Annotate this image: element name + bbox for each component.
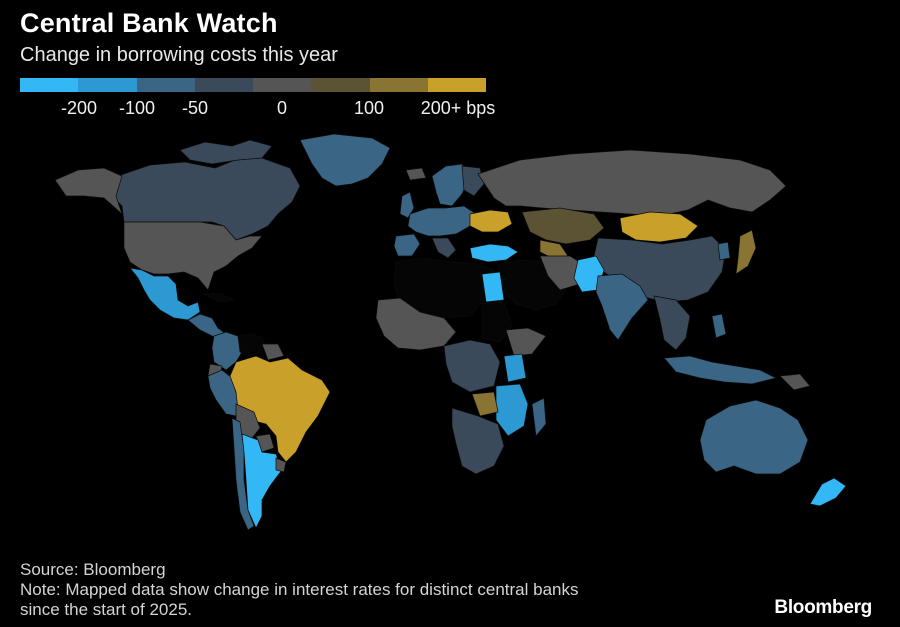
country-zambia xyxy=(471,391,499,417)
country-iberia xyxy=(393,233,421,257)
country-mongolia xyxy=(619,211,699,243)
legend-label-100: 100 xyxy=(353,98,385,118)
color-legend xyxy=(20,78,486,92)
legend-swatch-7 xyxy=(427,78,486,92)
methodology-note-line-1: Note: Mapped data show change in interes… xyxy=(20,580,579,599)
country-kenya xyxy=(503,353,527,383)
country-korea xyxy=(717,241,731,261)
country-papua xyxy=(779,373,811,391)
legend-label-200-plus-bps: 200+ bps xyxy=(420,98,496,118)
methodology-note-line-2: since the start of 2025. xyxy=(20,600,192,619)
country-central-africa xyxy=(443,339,501,393)
country-italy-balkans xyxy=(431,237,457,259)
country-southeast-asia xyxy=(653,295,691,351)
country-uruguay xyxy=(275,457,287,473)
country-argentina xyxy=(241,433,283,529)
country-mexico xyxy=(129,267,201,321)
country-philippines xyxy=(711,313,727,339)
legend-swatch-3 xyxy=(194,78,253,92)
country-ukraine xyxy=(469,209,513,233)
legend-swatch-2 xyxy=(136,78,195,92)
country-iceland xyxy=(405,167,427,181)
country-alaska-usa xyxy=(54,167,123,216)
legend-swatch-0 xyxy=(20,78,79,92)
chart-title: Central Bank Watch xyxy=(20,8,278,38)
legend-swatch-5 xyxy=(311,78,370,92)
country-cuba xyxy=(203,293,236,303)
country-indonesia xyxy=(663,355,778,385)
country-ethiopia-somalia xyxy=(505,327,547,357)
country-canada-arctic xyxy=(179,139,273,165)
country-guyana-suriname xyxy=(261,343,285,361)
country-venezuela xyxy=(237,333,265,357)
country-southern-africa xyxy=(451,407,505,475)
country-australia xyxy=(699,399,809,475)
country-greenland xyxy=(299,133,391,187)
legend-label-minus-100: -100 xyxy=(118,98,156,118)
world-map xyxy=(54,133,847,531)
legend-label-minus-200: -200 xyxy=(60,98,98,118)
source-note: Source: Bloomberg xyxy=(20,560,166,579)
country-kazakhstan xyxy=(521,207,605,245)
country-turkey xyxy=(469,243,519,263)
legend-label-minus-50: -50 xyxy=(181,98,209,118)
footer-notes: Source: Bloomberg Note: Mapped data show… xyxy=(20,560,578,620)
country-tanzania-mozambique xyxy=(495,383,529,437)
legend-swatch-4 xyxy=(253,78,312,92)
chart-subtitle: Change in borrowing costs this year xyxy=(20,44,338,66)
bloomberg-logo: Bloomberg xyxy=(774,597,872,618)
country-sudan xyxy=(481,301,513,343)
country-egypt xyxy=(481,271,505,303)
country-india xyxy=(595,273,649,341)
legend-labels: -200 -100 -50 0 100 200+ bps xyxy=(0,98,900,122)
legend-swatch-1 xyxy=(78,78,137,92)
country-japan xyxy=(735,229,757,275)
country-finland xyxy=(461,165,485,197)
country-russia xyxy=(477,149,787,217)
country-madagascar xyxy=(531,397,547,437)
country-europe-core xyxy=(407,205,477,237)
legend-label-zero: 0 xyxy=(276,98,288,118)
country-norway-sweden xyxy=(431,163,471,207)
country-uk xyxy=(399,191,415,219)
legend-swatch-6 xyxy=(369,78,428,92)
country-new-zealand xyxy=(809,477,847,507)
